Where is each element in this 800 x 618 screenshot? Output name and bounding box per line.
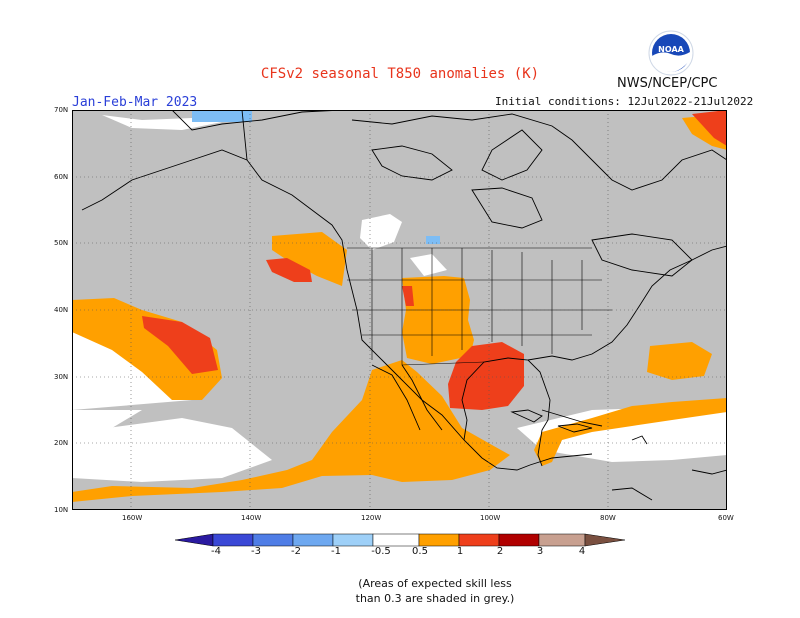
lat-label: 40N xyxy=(54,306,69,314)
lon-label: 160W xyxy=(122,514,143,522)
colorbar-swatch xyxy=(538,533,586,547)
svg-text:NOAA: NOAA xyxy=(658,45,684,54)
colorbar-tick: -1 xyxy=(331,546,341,557)
colorbar-tick: -2 xyxy=(291,546,301,557)
graticule xyxy=(72,110,727,510)
map-title: CFSv2 seasonal T850 anomalies (K) xyxy=(260,66,540,82)
coastlines xyxy=(81,110,727,501)
skill-note-line: (Areas of expected skill less xyxy=(358,577,512,590)
season-label: Jan-Feb-Mar 2023 xyxy=(72,95,198,110)
map-frame xyxy=(72,110,727,510)
neutral-areas xyxy=(72,115,727,482)
colorbar-tick: 1 xyxy=(456,546,464,557)
colorbar-tick: -0.5 xyxy=(371,546,391,557)
colorbar-tick: 4 xyxy=(578,546,586,557)
colorbar-swatch xyxy=(584,533,626,547)
colorbar-tick: -4 xyxy=(211,546,221,557)
colorbar-swatch xyxy=(252,533,294,547)
skill-note: (Areas of expected skill less than 0.3 a… xyxy=(0,576,800,606)
initial-conditions-label: Initial conditions: 12Jul2022-21Jul2022 xyxy=(495,95,754,108)
lon-label: 120W xyxy=(361,514,382,522)
noaa-logo-icon: NOAA xyxy=(648,30,694,76)
lon-label: 140W xyxy=(241,514,262,522)
colorbar-tick: 0.5 xyxy=(412,546,428,557)
colorbar-swatch xyxy=(175,533,214,547)
colorbar-swatch xyxy=(458,533,500,547)
colorbar xyxy=(175,533,626,547)
colorbar-swatch xyxy=(292,533,334,547)
warm-anomaly-0.5-1 xyxy=(72,114,727,502)
colorbar-swatch xyxy=(332,533,374,547)
colorbar-tick: 3 xyxy=(536,546,544,557)
lat-label: 50N xyxy=(54,239,69,247)
colorbar-swatch xyxy=(372,533,420,547)
agency-label: NWS/NCEP/CPC xyxy=(617,76,718,91)
lat-label: 60N xyxy=(54,173,69,181)
lat-label: 10N xyxy=(54,506,69,514)
lon-label: 100W xyxy=(480,514,501,522)
anomaly-map xyxy=(72,110,727,510)
colorbar-tick: 2 xyxy=(496,546,504,557)
colorbar-tick: -3 xyxy=(251,546,261,557)
lon-label: 80W xyxy=(600,514,616,522)
colorbar-swatch xyxy=(212,533,254,547)
colorbar-swatch xyxy=(418,533,460,547)
lon-label: 60W xyxy=(718,514,734,522)
lat-label: 70N xyxy=(54,106,69,114)
cool-anomaly xyxy=(192,110,440,244)
warm-anomaly-1-2 xyxy=(142,110,727,410)
lat-label: 20N xyxy=(54,439,69,447)
skill-note-line: than 0.3 are shaded in grey.) xyxy=(355,592,515,605)
colorbar-swatch xyxy=(498,533,540,547)
lat-label: 30N xyxy=(54,373,69,381)
